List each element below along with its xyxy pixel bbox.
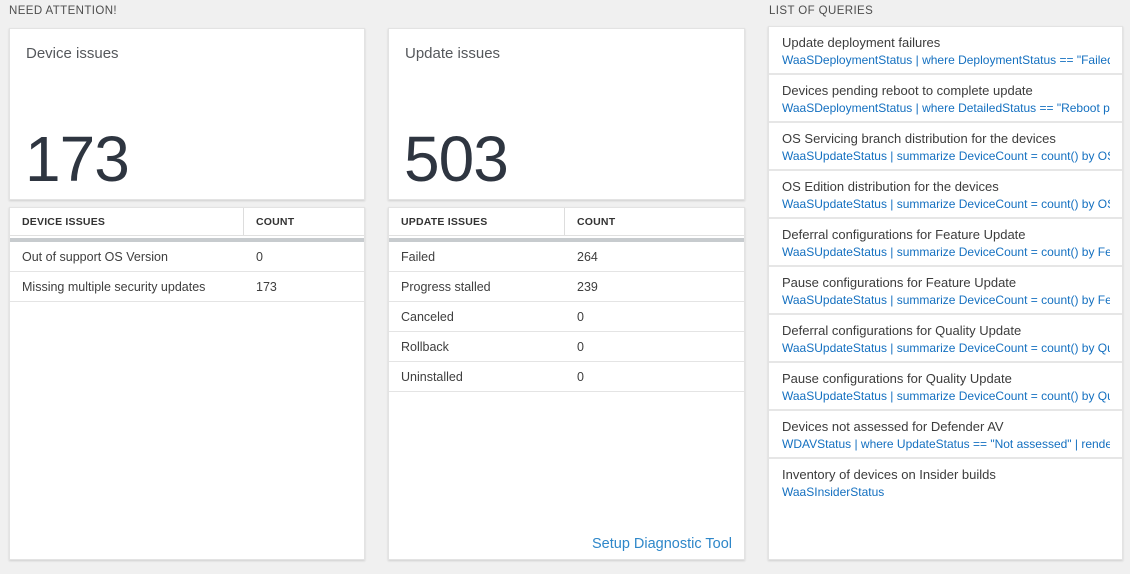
header-spacer — [10, 236, 364, 238]
issue-label: Canceled — [401, 309, 454, 324]
update-issues-title: Update issues — [405, 45, 501, 62]
query-list-item[interactable]: OS Edition distribution for the devices … — [769, 171, 1122, 219]
issue-count: 0 — [577, 369, 584, 384]
update-issues-rows: Failed 264 Progress stalled 239 Canceled… — [389, 242, 744, 392]
header-divider-bar — [389, 238, 744, 242]
query-string: WaaSUpdateStatus | summarize DeviceCount… — [782, 149, 1110, 163]
query-string: WaaSDeploymentStatus | where DetailedSta… — [782, 101, 1110, 115]
device-issues-title: Device issues — [26, 45, 119, 62]
query-title: Pause configurations for Feature Update — [782, 275, 1017, 290]
query-title: Devices pending reboot to complete updat… — [782, 83, 1033, 98]
query-list-item[interactable]: Inventory of devices on Insider builds W… — [769, 459, 1122, 505]
query-list-item[interactable]: Devices not assessed for Defender AV WDA… — [769, 411, 1122, 459]
device-issues-rows: Out of support OS Version 0 Missing mult… — [10, 242, 364, 302]
table-row[interactable]: Uninstalled 0 — [389, 362, 744, 392]
query-string: WDAVStatus | where UpdateStatus == "Not … — [782, 437, 1110, 451]
query-string: WaaSUpdateStatus | summarize DeviceCount… — [782, 293, 1110, 307]
query-string: WaaSInsiderStatus — [782, 485, 885, 499]
issue-label: Uninstalled — [401, 369, 463, 384]
issue-count: 239 — [577, 279, 598, 294]
query-title: Devices not assessed for Defender AV — [782, 419, 1004, 434]
table-row[interactable]: Out of support OS Version 0 — [10, 242, 364, 272]
query-list-item[interactable]: Deferral configurations for Feature Upda… — [769, 219, 1122, 267]
query-list-item[interactable]: Pause configurations for Feature Update … — [769, 267, 1122, 315]
table-row[interactable]: Canceled 0 — [389, 302, 744, 332]
query-string: WaaSUpdateStatus | summarize DeviceCount… — [782, 197, 1110, 211]
issue-label: Failed — [401, 249, 436, 264]
header-divider-bar — [10, 238, 364, 242]
update-issues-total: 503 — [404, 123, 509, 195]
table-row[interactable]: Failed 264 — [389, 242, 744, 272]
need-attention-header: NEED ATTENTION! — [9, 5, 118, 17]
issue-count: 264 — [577, 249, 598, 264]
table-row[interactable]: Rollback 0 — [389, 332, 744, 362]
list-of-queries-header: LIST OF QUERIES — [769, 5, 874, 17]
query-list-item[interactable]: Pause configurations for Quality Update … — [769, 363, 1122, 411]
table-row[interactable]: Missing multiple security updates 173 — [10, 272, 364, 302]
count-column-header: COUNT — [256, 215, 295, 228]
query-list-item[interactable]: Update deployment failures WaaSDeploymen… — [769, 27, 1122, 75]
header-spacer — [389, 236, 744, 238]
issue-label: Out of support OS Version — [22, 249, 168, 264]
device-issues-total: 173 — [25, 123, 130, 195]
query-string: WaaSDeploymentStatus | where DeploymentS… — [782, 53, 1110, 67]
query-list-item[interactable]: OS Servicing branch distribution for the… — [769, 123, 1122, 171]
device-issues-table: DEVICE ISSUES COUNT Out of support OS Ve… — [9, 207, 365, 560]
update-issues-column-header: UPDATE ISSUES — [389, 208, 565, 235]
issue-count: 0 — [577, 339, 584, 354]
device-issues-column-header: DEVICE ISSUES — [10, 208, 244, 235]
device-issues-table-header: DEVICE ISSUES COUNT — [10, 208, 364, 236]
query-title: OS Edition distribution for the devices — [782, 179, 999, 194]
issue-count: 0 — [256, 249, 263, 264]
device-issues-tile[interactable]: Device issues 173 — [9, 28, 365, 200]
query-title: Inventory of devices on Insider builds — [782, 467, 996, 482]
count-column-header: COUNT — [577, 215, 616, 228]
issue-count: 173 — [256, 279, 277, 294]
query-string: WaaSUpdateStatus | summarize DeviceCount… — [782, 389, 1110, 403]
setup-diagnostic-tool-link[interactable]: Setup Diagnostic Tool — [592, 536, 732, 552]
issue-label: Rollback — [401, 339, 449, 354]
update-issues-table-header: UPDATE ISSUES COUNT — [389, 208, 744, 236]
issue-label: Missing multiple security updates — [22, 279, 206, 294]
issue-label: Progress stalled — [401, 279, 491, 294]
query-title: Pause configurations for Quality Update — [782, 371, 1012, 386]
query-list-item[interactable]: Deferral configurations for Quality Upda… — [769, 315, 1122, 363]
query-title: OS Servicing branch distribution for the… — [782, 131, 1056, 146]
query-title: Deferral configurations for Feature Upda… — [782, 227, 1026, 242]
query-string: WaaSUpdateStatus | summarize DeviceCount… — [782, 341, 1110, 355]
query-list-item[interactable]: Devices pending reboot to complete updat… — [769, 75, 1122, 123]
query-title: Deferral configurations for Quality Upda… — [782, 323, 1022, 338]
issue-count: 0 — [577, 309, 584, 324]
query-string: WaaSUpdateStatus | summarize DeviceCount… — [782, 245, 1110, 259]
update-issues-table: UPDATE ISSUES COUNT Failed 264 Progress … — [388, 207, 745, 560]
query-list: Update deployment failures WaaSDeploymen… — [769, 27, 1122, 505]
table-row[interactable]: Progress stalled 239 — [389, 272, 744, 302]
update-issues-tile[interactable]: Update issues 503 — [388, 28, 745, 200]
query-list-panel: Update deployment failures WaaSDeploymen… — [768, 26, 1123, 560]
query-title: Update deployment failures — [782, 35, 941, 50]
